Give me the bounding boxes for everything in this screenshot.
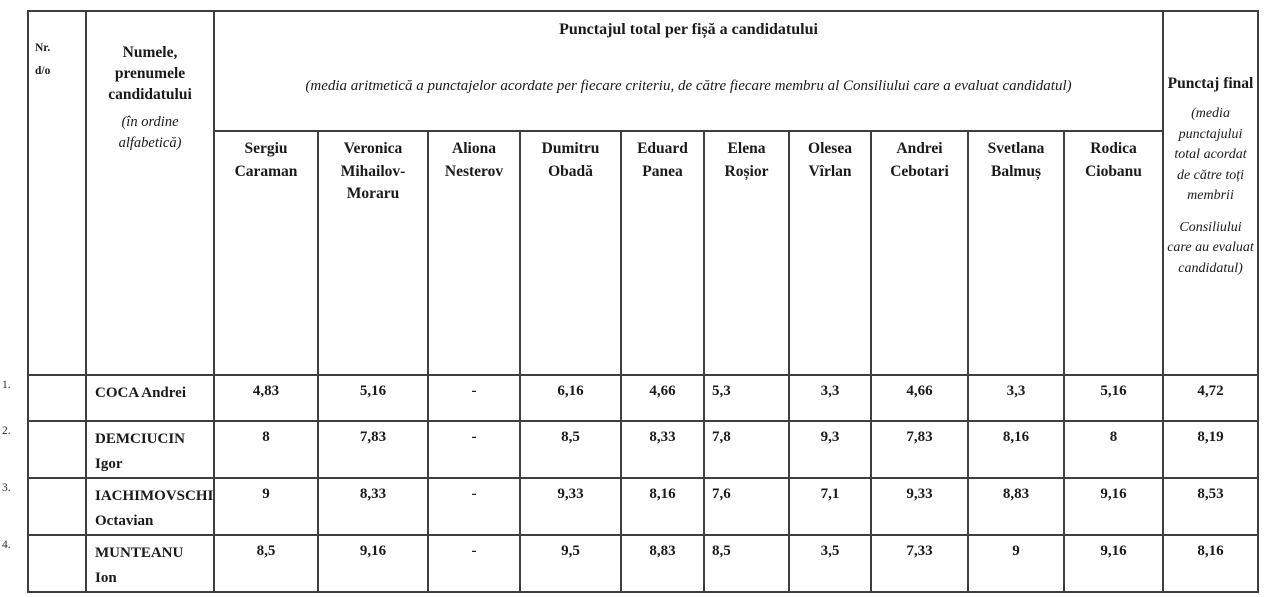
final-column-subtitle-1: (media punctajului total acordat de cătr… — [1174, 106, 1247, 203]
col-header-nr: Nr. d/o — [27, 10, 87, 376]
col-header-evaluator-9: Svetlana Balmuș — [967, 130, 1065, 376]
score-cell: 5,3 — [703, 374, 790, 422]
score-cell: 9,33 — [870, 477, 969, 536]
score-cell: - — [427, 534, 521, 593]
col-header-evaluator-3: Aliona Nesterov — [427, 130, 521, 376]
nr-cell: 4. — [2, 534, 87, 593]
candidate-name: IACHIMOVSCHI Octavian — [85, 477, 215, 536]
candidate-name: COCA Andrei — [85, 374, 215, 422]
score-cell: - — [427, 477, 521, 536]
final-column-subtitle-2: Consiliului care au evaluat candidatul) — [1167, 219, 1254, 276]
nr-cell: 2. — [2, 420, 87, 479]
col-header-evaluator-10: Rodica Ciobanu — [1062, 130, 1165, 376]
col-header-score-group: Punctajul total per fișă a candidatului … — [212, 10, 1165, 132]
col-header-evaluator-7: Olesea Vîrlan — [788, 130, 872, 376]
score-cell: 9,33 — [519, 477, 622, 536]
col-header-final: Punctaj final (media punctajului total a… — [1162, 10, 1260, 376]
row-number: 4. — [2, 539, 11, 551]
candidate-evaluation-table: Nr. d/o Numele, prenumele candidatului (… — [2, 10, 1260, 593]
row-number: 2. — [2, 425, 11, 437]
table-row-1: 1. COCA Andrei 4,83 5,16 - 6,16 4,66 5,3… — [2, 374, 1260, 422]
final-score-cell: 8,19 — [1162, 420, 1260, 479]
header-row-group: Nr. d/o Numele, prenumele candidatului (… — [27, 10, 1260, 376]
col-header-evaluator-8: Andrei Cebotari — [870, 130, 969, 376]
candidate-name-line1: MUNTEANU Ion — [95, 545, 184, 586]
col-header-evaluator-1: Sergiu Caraman — [213, 130, 319, 376]
score-cell: 4,83 — [213, 374, 319, 422]
score-cell: 8,5 — [519, 420, 622, 479]
candidate-name-line2: Igor — [95, 456, 123, 472]
final-score-cell: 8,16 — [1162, 534, 1260, 593]
score-cell: 9,5 — [519, 534, 622, 593]
score-cell: 8,5 — [703, 534, 790, 593]
score-cell: 7,8 — [703, 420, 790, 479]
score-cell: 7,83 — [317, 420, 429, 479]
score-cell: 5,16 — [1062, 374, 1165, 422]
score-cell: - — [427, 420, 521, 479]
nr-cell: 1. — [2, 374, 87, 422]
score-cell: 4,66 — [620, 374, 705, 422]
candidate-name-line2: Octavian — [95, 513, 154, 529]
score-cell: 8 — [1062, 420, 1165, 479]
score-group-title: Punctajul total per fișă a candidatului — [559, 21, 818, 38]
score-cell: 3,3 — [788, 374, 872, 422]
score-cell: 6,16 — [519, 374, 622, 422]
score-cell: 7,1 — [788, 477, 872, 536]
score-cell: 7,33 — [870, 534, 969, 593]
score-cell: 9,16 — [1062, 477, 1165, 536]
candidate-name: DEMCIUCIN Igor — [85, 420, 215, 479]
final-score-cell: 8,53 — [1162, 477, 1260, 536]
score-cell: 7,83 — [870, 420, 969, 479]
row-number: 3. — [2, 482, 11, 494]
score-cell: 9,16 — [1062, 534, 1165, 593]
nr-label-line2: d/o — [35, 65, 51, 77]
candidate-name-line1: DEMCIUCIN — [95, 431, 185, 447]
candidate-name: MUNTEANU Ion — [85, 534, 215, 593]
score-cell: 9,16 — [317, 534, 429, 593]
candidate-column-subtitle: (în ordine alfabetică) — [118, 114, 182, 151]
nr-cell: 3. — [2, 477, 87, 536]
score-cell: 8,83 — [620, 534, 705, 593]
final-column-title: Punctaj final — [1167, 75, 1254, 92]
candidate-column-title: Numele, prenumele candidatului — [108, 44, 192, 103]
row-number: 1. — [2, 379, 11, 391]
score-cell: 7,6 — [703, 477, 790, 536]
score-cell: 8,16 — [620, 477, 705, 536]
score-cell: 8,5 — [213, 534, 319, 593]
score-cell: 8,33 — [317, 477, 429, 536]
table-row-4: 4. MUNTEANU Ion 8,5 9,16 - 9,5 8,83 8,5 … — [2, 534, 1260, 593]
score-cell: 5,16 — [317, 374, 429, 422]
nr-label-line1: Nr. — [35, 42, 51, 54]
score-cell: 3,3 — [967, 374, 1065, 422]
col-header-candidate: Numele, prenumele candidatului (în ordin… — [85, 10, 215, 376]
col-header-evaluator-4: Dumitru Obadă — [519, 130, 622, 376]
table-row-2: 2. DEMCIUCIN Igor 8 7,83 - 8,5 8,33 7,8 … — [2, 420, 1260, 479]
score-cell: 8 — [213, 420, 319, 479]
score-group-subtitle: (media aritmetică a punctajelor acordate… — [305, 78, 1072, 94]
score-cell: 9,3 — [788, 420, 872, 479]
candidate-name-line1: COCA Andrei — [95, 385, 186, 401]
score-cell: 8,33 — [620, 420, 705, 479]
candidate-name-line1: IACHIMOVSCHI — [95, 488, 214, 504]
header-row-evaluators: Sergiu Caraman Veronica Mihailov-Moraru … — [28, 130, 1258, 376]
final-score-cell: 4,72 — [1162, 374, 1260, 422]
col-header-evaluator-5: Eduard Panea — [620, 130, 705, 376]
score-cell: 3,5 — [788, 534, 872, 593]
score-cell: 9 — [213, 477, 319, 536]
score-cell: - — [427, 374, 521, 422]
score-cell: 4,66 — [870, 374, 969, 422]
col-header-evaluator-6: Elena Roșior — [703, 130, 790, 376]
score-cell: 8,83 — [967, 477, 1065, 536]
score-cell: 9 — [967, 534, 1065, 593]
score-cell: 8,16 — [967, 420, 1065, 479]
table-row-3: 3. IACHIMOVSCHI Octavian 9 8,33 - 9,33 8… — [2, 477, 1260, 536]
col-header-evaluator-2: Veronica Mihailov-Moraru — [317, 130, 429, 376]
